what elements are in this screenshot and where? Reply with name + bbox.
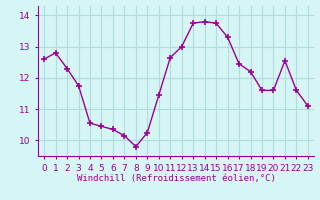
X-axis label: Windchill (Refroidissement éolien,°C): Windchill (Refroidissement éolien,°C): [76, 174, 276, 183]
